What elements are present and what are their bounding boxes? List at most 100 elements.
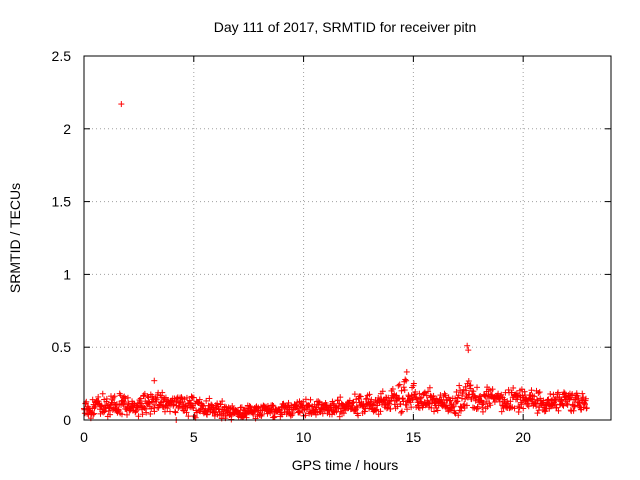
data-point <box>434 407 441 414</box>
data-point <box>398 387 405 394</box>
data-point <box>403 368 410 375</box>
data-point <box>465 378 472 385</box>
data-point <box>425 388 432 395</box>
data-point <box>510 384 517 391</box>
data-point <box>183 394 190 401</box>
data-point <box>147 410 154 417</box>
data-point <box>137 395 144 402</box>
data-point <box>520 405 527 412</box>
data-point <box>416 405 423 412</box>
data-point <box>426 384 433 391</box>
data-point <box>451 409 458 416</box>
data-point <box>99 390 106 397</box>
data-point <box>410 380 417 387</box>
data-point <box>185 413 192 420</box>
data-point <box>366 391 373 398</box>
data-point <box>518 401 525 408</box>
data-point <box>455 412 462 419</box>
data-point <box>206 395 213 402</box>
data-point <box>467 382 474 389</box>
data-point <box>118 411 125 418</box>
data-point <box>443 402 450 409</box>
data-point <box>141 404 148 411</box>
data-point <box>445 394 452 401</box>
data-point <box>398 409 405 416</box>
data-point <box>445 408 452 415</box>
data-point <box>412 394 419 401</box>
y-tick-label: 2.5 <box>52 48 72 64</box>
data-point <box>217 401 224 408</box>
x-tick-label: 15 <box>406 429 422 445</box>
data-point <box>459 390 466 397</box>
data-point <box>396 381 403 388</box>
data-point <box>583 404 590 411</box>
data-point <box>383 405 390 412</box>
data-point <box>107 411 114 418</box>
data-point <box>101 408 108 415</box>
data-point <box>474 384 481 391</box>
y-tick-label: 0.5 <box>52 339 72 355</box>
data-point <box>487 402 494 409</box>
data-point <box>219 398 226 405</box>
data-point <box>424 397 431 404</box>
data-point <box>387 405 394 412</box>
data-point <box>483 398 490 405</box>
data-point <box>555 389 562 396</box>
data-point <box>421 389 428 396</box>
data-point <box>90 411 97 418</box>
data-point <box>463 402 470 409</box>
data-point <box>458 395 465 402</box>
data-point <box>582 395 589 402</box>
data-point <box>195 399 202 406</box>
data-point <box>480 400 487 407</box>
data-point <box>403 377 410 384</box>
data-point <box>489 386 496 393</box>
data-point <box>561 390 568 397</box>
tick-labels: 0 5 10 15 20 0 0.5 1 1.5 2 2.5 <box>52 48 532 445</box>
data-point <box>107 402 114 409</box>
data-point <box>222 412 229 419</box>
data-points <box>81 101 590 423</box>
data-point <box>550 391 557 398</box>
data-point <box>221 403 228 410</box>
data-point <box>574 392 581 399</box>
data-point <box>400 384 407 391</box>
data-point <box>386 398 393 405</box>
data-point <box>377 408 384 415</box>
x-tick-label: 5 <box>190 429 198 445</box>
y-axis-label: SRMTID / TECUs <box>7 183 23 293</box>
data-point <box>559 401 566 408</box>
data-point <box>560 402 567 409</box>
data-point <box>551 401 558 408</box>
data-point <box>103 395 110 402</box>
data-point <box>525 403 532 410</box>
x-tick-label: 0 <box>80 429 88 445</box>
data-point <box>398 408 405 415</box>
data-point <box>139 411 146 418</box>
data-point <box>196 396 203 403</box>
data-point <box>498 408 505 415</box>
data-point <box>161 408 168 415</box>
data-point <box>148 405 155 412</box>
data-point <box>203 397 210 404</box>
data-point <box>528 387 535 394</box>
data-point <box>351 391 358 398</box>
data-point <box>395 382 402 389</box>
data-point <box>564 401 571 408</box>
data-point <box>470 388 477 395</box>
data-point <box>437 392 444 399</box>
data-point <box>484 403 491 410</box>
data-point <box>569 391 576 398</box>
data-point <box>355 412 362 419</box>
data-point <box>498 391 505 398</box>
data-point <box>463 387 470 394</box>
data-point <box>308 410 315 417</box>
data-point <box>533 396 540 403</box>
data-point <box>91 410 98 417</box>
data-point <box>124 411 131 418</box>
data-point <box>479 408 486 415</box>
data-point <box>533 402 540 409</box>
data-point <box>428 404 435 411</box>
data-point <box>412 388 419 395</box>
